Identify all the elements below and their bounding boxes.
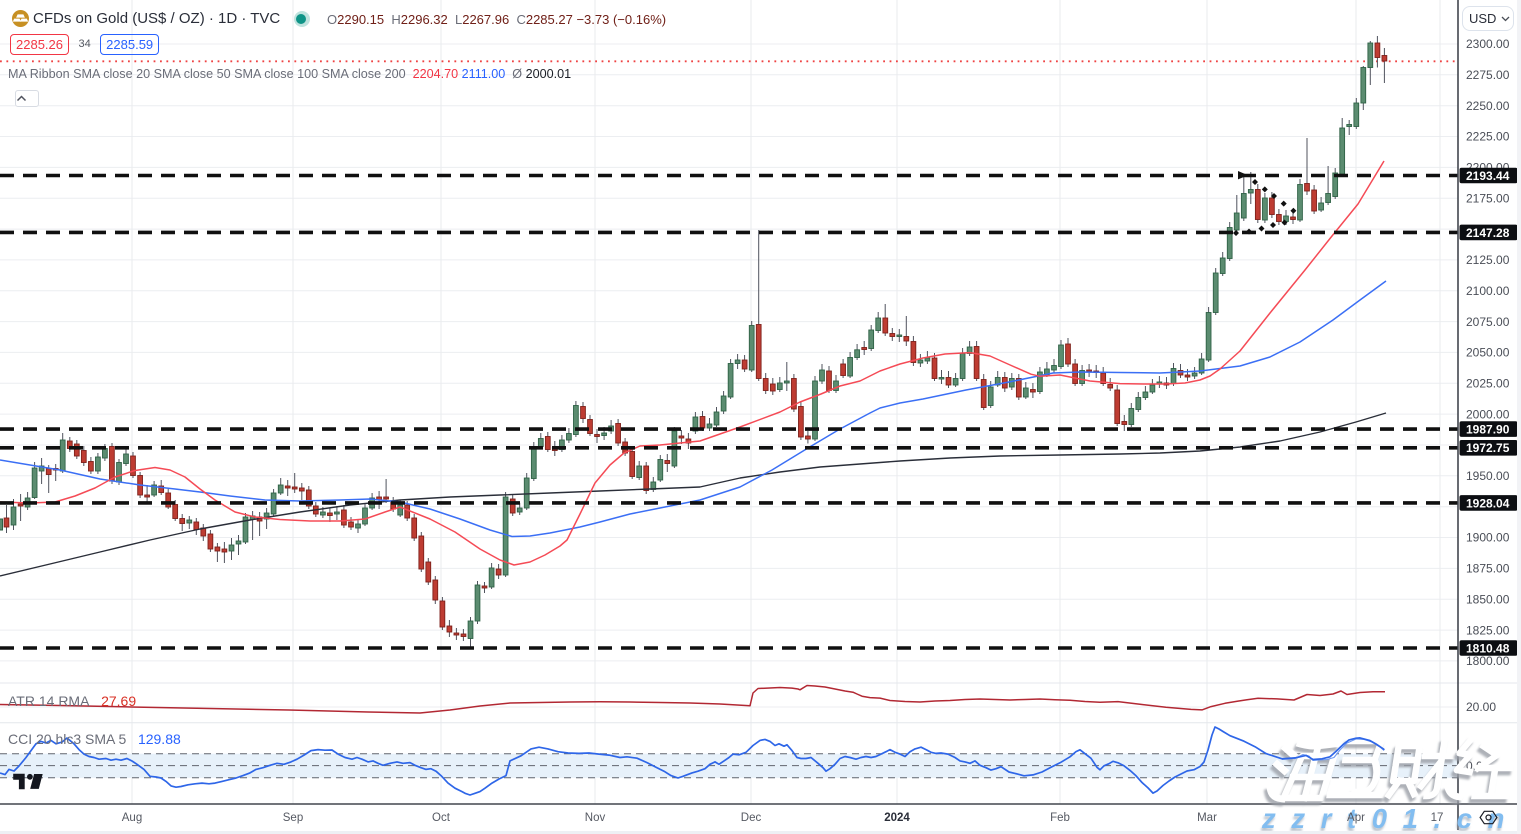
svg-text:1800.00: 1800.00: [1466, 654, 1510, 668]
svg-text:17: 17: [1431, 812, 1444, 824]
svg-text:1928.04: 1928.04: [1466, 496, 1510, 510]
svg-text:2000.00: 2000.00: [1466, 407, 1510, 421]
svg-text:2175.00: 2175.00: [1466, 191, 1510, 205]
svg-text:20.00: 20.00: [1466, 700, 1496, 714]
svg-text:2300.00: 2300.00: [1466, 37, 1510, 51]
svg-text:2024: 2024: [884, 812, 910, 824]
svg-text:2193.44: 2193.44: [1466, 169, 1510, 183]
svg-text:2225.00: 2225.00: [1466, 130, 1510, 144]
svg-text:zzrt01.cn: zzrt01.cn: [1261, 803, 1520, 834]
svg-text:1850.00: 1850.00: [1466, 592, 1510, 606]
svg-text:Nov: Nov: [585, 812, 606, 824]
svg-text:Aug: Aug: [122, 812, 142, 824]
svg-text:Oct: Oct: [432, 812, 451, 824]
svg-text:Apr: Apr: [1347, 812, 1365, 824]
svg-text:Mar: Mar: [1197, 812, 1217, 824]
svg-text:1950.00: 1950.00: [1466, 469, 1510, 483]
svg-text:1900.00: 1900.00: [1466, 531, 1510, 545]
svg-text:2050.00: 2050.00: [1466, 346, 1510, 360]
svg-text:1825.00: 1825.00: [1466, 623, 1510, 637]
svg-text:2275.00: 2275.00: [1466, 68, 1510, 82]
svg-text:2147.28: 2147.28: [1466, 226, 1510, 240]
svg-text:Dec: Dec: [741, 812, 762, 824]
svg-text:Feb: Feb: [1050, 812, 1070, 824]
svg-text:1810.48: 1810.48: [1466, 641, 1510, 655]
svg-text:1972.75: 1972.75: [1466, 441, 1510, 455]
svg-text:2075.00: 2075.00: [1466, 315, 1510, 329]
svg-text:1875.00: 1875.00: [1466, 562, 1510, 576]
svg-text:2125.00: 2125.00: [1466, 253, 1510, 267]
svg-text:2100.00: 2100.00: [1466, 284, 1510, 298]
svg-text:2250.00: 2250.00: [1466, 99, 1510, 113]
svg-text:2025.00: 2025.00: [1466, 377, 1510, 391]
svg-text:1987.90: 1987.90: [1466, 423, 1510, 437]
svg-text:Sep: Sep: [283, 812, 303, 824]
